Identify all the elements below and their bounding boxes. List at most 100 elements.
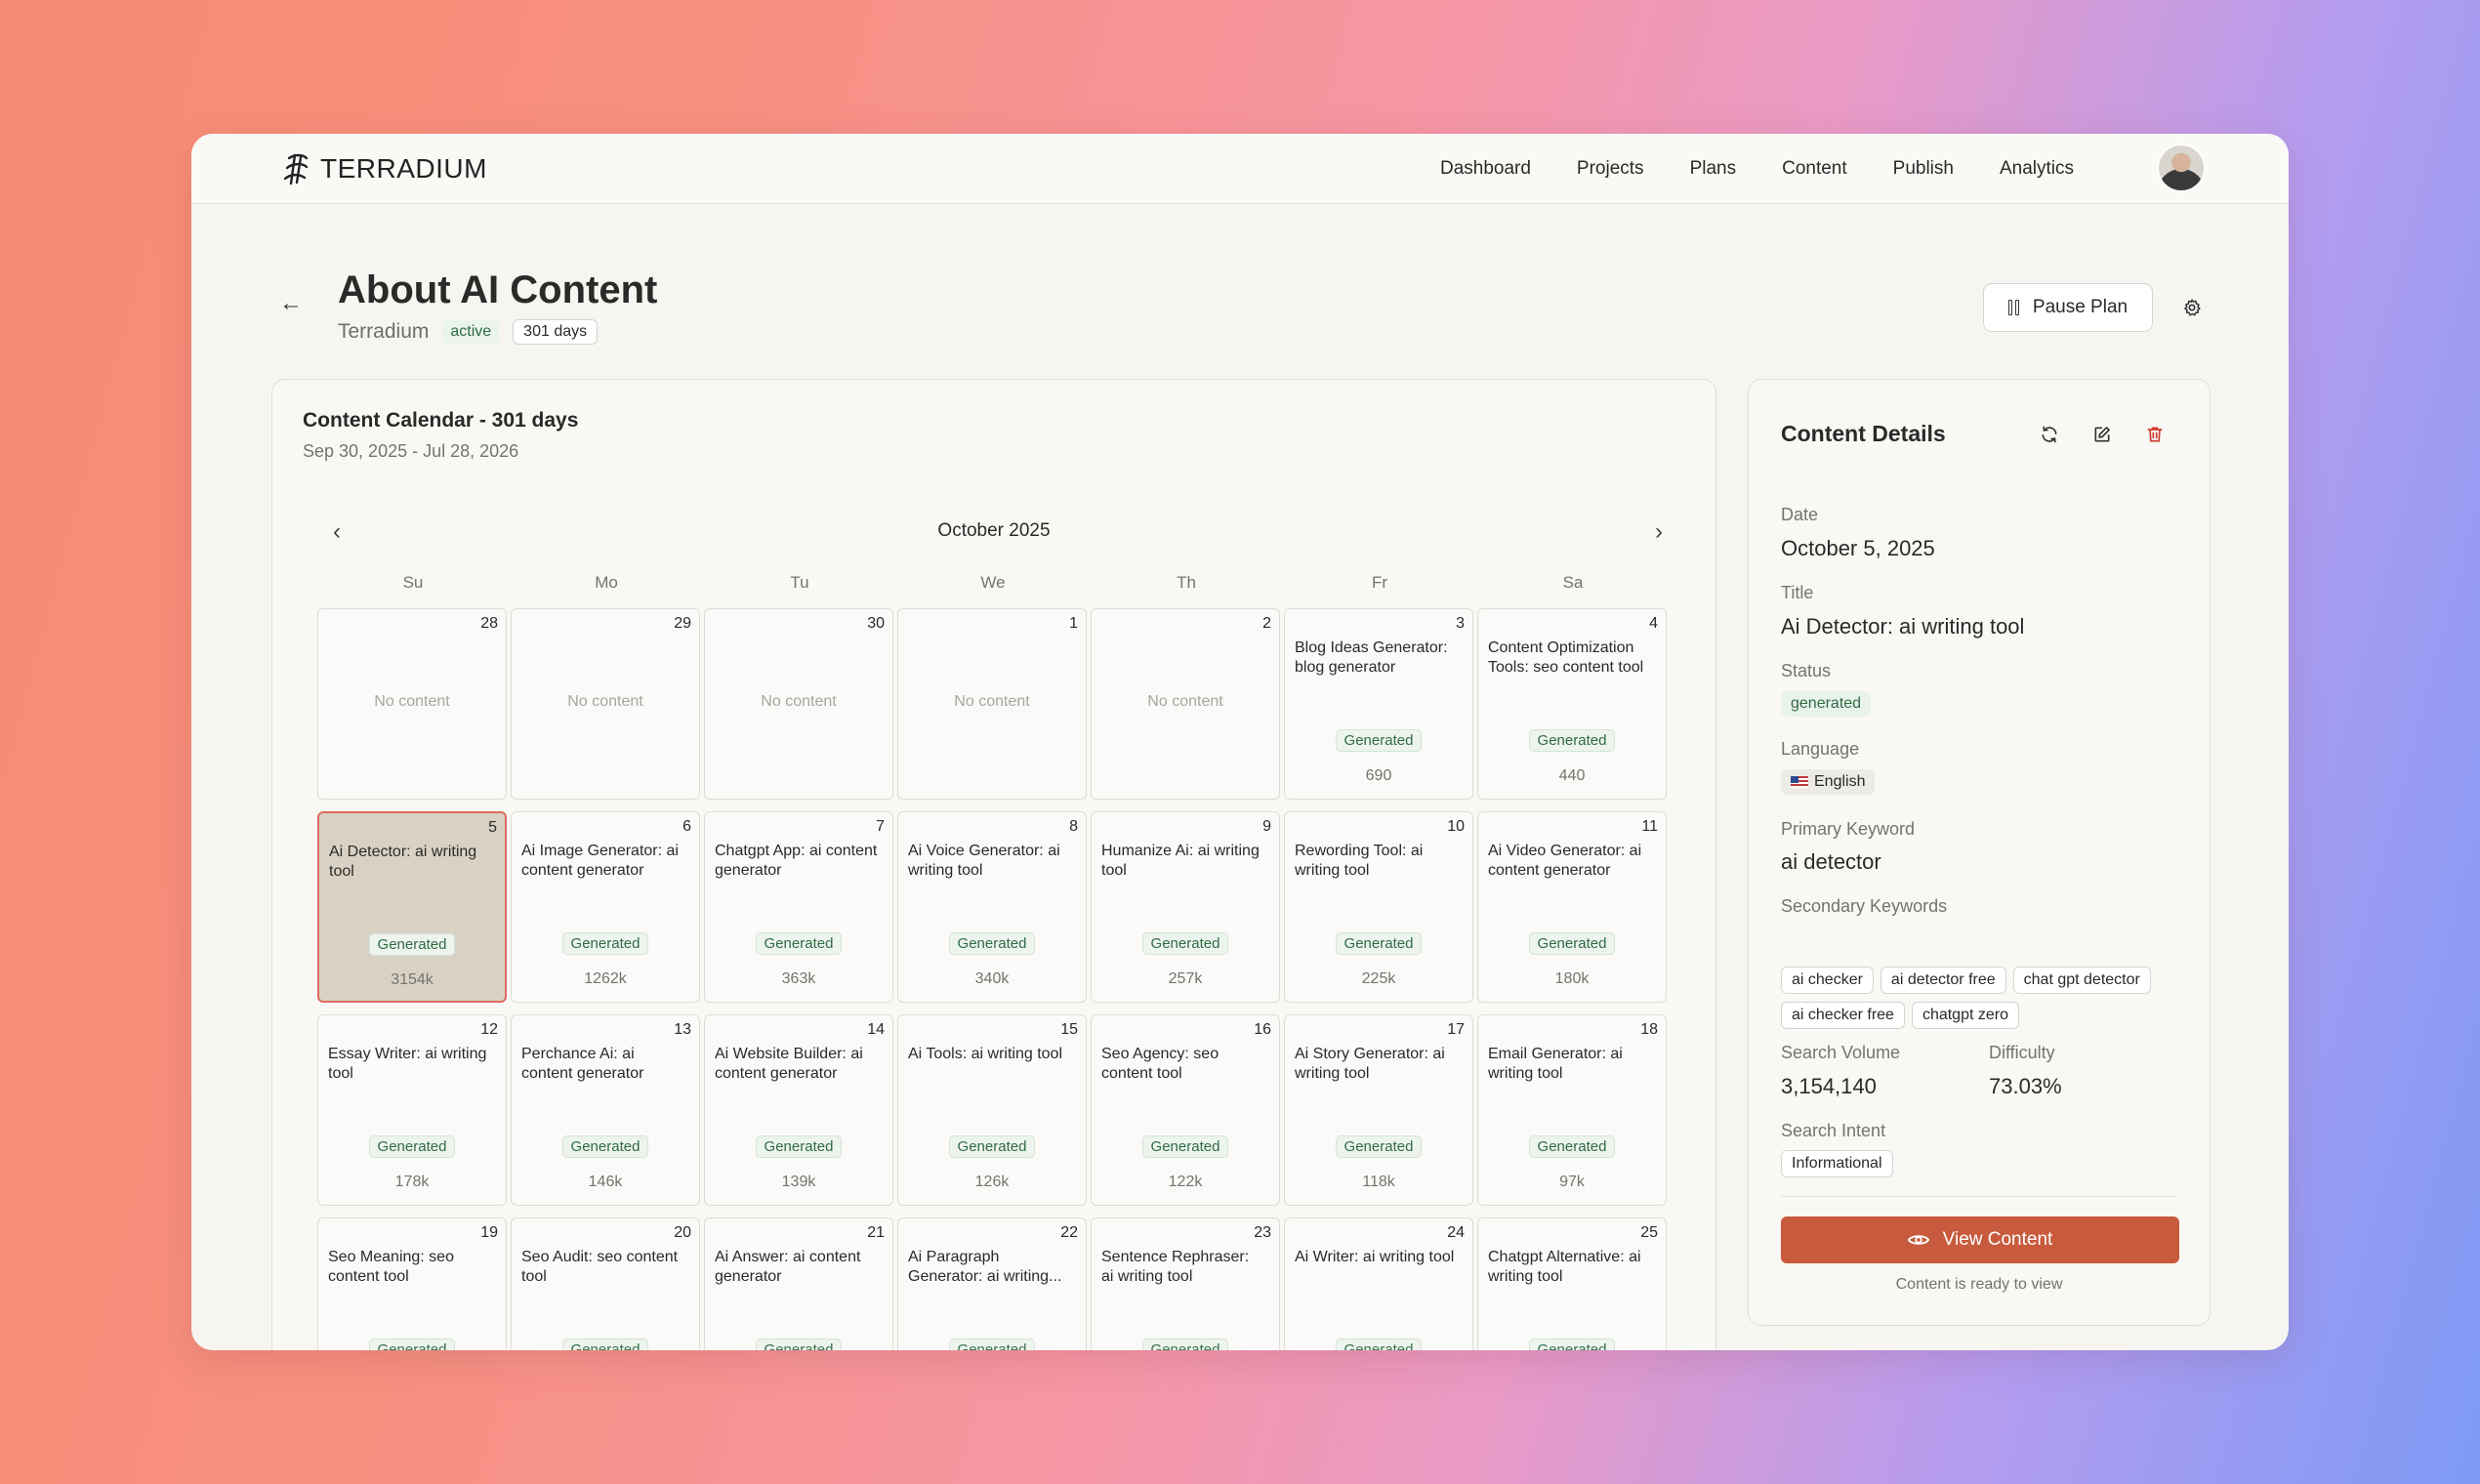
day-number: 16 xyxy=(1254,1021,1271,1038)
day-status-badge: Generated xyxy=(1528,1135,1616,1158)
day-search-volume: 139k xyxy=(781,1174,816,1190)
delete-button[interactable] xyxy=(2139,419,2170,450)
nav-plans[interactable]: Plans xyxy=(1689,158,1737,179)
day-status-badge: Generated xyxy=(561,1339,649,1350)
status-value-badge: generated xyxy=(1781,691,1872,717)
day-content-title: Seo Agency: seo content tool xyxy=(1101,1046,1219,1082)
user-avatar[interactable] xyxy=(2157,144,2206,192)
day-content-title: Ai Video Generator: ai content generator xyxy=(1488,843,1642,879)
calendar-day-cell[interactable]: 12 Essay Writer: ai writing tool Generated… xyxy=(317,1014,507,1206)
calendar-day-cell[interactable]: 28 No content xyxy=(317,608,507,800)
day-status-badge-wrap: Generated xyxy=(705,1135,892,1158)
calendar-day-cell[interactable]: 13 Perchance Ai: ai content generator Gene… xyxy=(511,1014,700,1206)
calendar-day-cell[interactable]: 14 Ai Website Builder: ai content generat… xyxy=(704,1014,893,1206)
day-status-badge-wrap: Generated xyxy=(1478,932,1666,955)
brand-name: TERRADIUM xyxy=(320,153,487,184)
primary-keyword-value: ai detector xyxy=(1781,849,1881,874)
brand-logo[interactable]: TERRADIUM xyxy=(281,147,487,190)
nav-content[interactable]: Content xyxy=(1782,158,1847,179)
prev-month-chevron-icon[interactable]: ‹ xyxy=(333,518,341,545)
search-intent-badge: Informational xyxy=(1781,1150,1893,1177)
search-intent-label: Search Intent xyxy=(1781,1121,1886,1140)
weekday-header: Su Mo Tu We Th Fr Sa xyxy=(316,573,1670,593)
nav-analytics[interactable]: Analytics xyxy=(1999,158,2074,179)
day-status-badge-wrap: Generated xyxy=(898,1135,1086,1158)
day-number: 20 xyxy=(674,1224,691,1241)
calendar-day-cell[interactable]: 2 No content xyxy=(1091,608,1280,800)
calendar-day-cell[interactable]: 24 Ai Writer: ai writing tool Generated xyxy=(1284,1217,1473,1350)
calendar-day-cell[interactable]: 20 Seo Audit: seo content tool Generated xyxy=(511,1217,700,1350)
weekday-label: Th xyxy=(1177,573,1196,592)
day-search-volume: 257k xyxy=(1168,970,1203,987)
nav-projects[interactable]: Projects xyxy=(1576,158,1644,179)
day-status-badge: Generated xyxy=(368,1135,456,1158)
day-content-title: Ai Voice Generator: ai writing tool xyxy=(908,843,1060,879)
day-empty-label: No content xyxy=(1147,693,1223,710)
day-status-badge: Generated xyxy=(368,1339,456,1350)
day-status-badge: Generated xyxy=(1528,932,1616,955)
day-number: 28 xyxy=(480,615,498,632)
nav-publish[interactable]: Publish xyxy=(1892,158,1954,179)
calendar-day-cell[interactable]: 19 Seo Meaning: seo content tool Generated xyxy=(317,1217,507,1350)
settings-button[interactable] xyxy=(2172,288,2211,327)
calendar-day-cell[interactable]: 8 Ai Voice Generator: ai writing tool Gene… xyxy=(897,811,1087,1003)
day-status-badge: Generated xyxy=(1335,1339,1423,1350)
regenerate-button[interactable] xyxy=(2034,419,2065,450)
nav-links: Dashboard Projects Plans Content Publish… xyxy=(1440,134,2074,204)
calendar-day-cell[interactable]: 16 Seo Agency: seo content tool Generated 1… xyxy=(1091,1014,1280,1206)
day-status-badge: Generated xyxy=(755,932,843,955)
next-month-chevron-icon[interactable]: › xyxy=(1655,518,1663,545)
day-status-badge: Generated xyxy=(561,1135,649,1158)
calendar-day-cell[interactable]: 15 Ai Tools: ai writing tool Generated 126k xyxy=(897,1014,1087,1206)
pause-plan-button[interactable]: Pause Plan xyxy=(1983,283,2153,332)
content-calendar-card: Content Calendar - 301 days Sep 30, 2025… xyxy=(271,379,1716,1350)
day-status-badge: Generated xyxy=(755,1135,843,1158)
calendar-day-cell[interactable]: 21 Ai Answer: ai content generator Generat… xyxy=(704,1217,893,1350)
calendar-day-cell[interactable]: 4 Content Optimization Tools: seo content… xyxy=(1477,608,1667,800)
calendar-day-cell[interactable]: 7 Chatgpt App: ai content generator Genera… xyxy=(704,811,893,1003)
calendar-day-cell[interactable]: 1 No content xyxy=(897,608,1087,800)
nav-dashboard[interactable]: Dashboard xyxy=(1439,158,1531,179)
day-search-volume: 118k xyxy=(1362,1174,1395,1190)
day-number: 18 xyxy=(1640,1021,1658,1038)
calendar-day-cell[interactable]: 29 No content xyxy=(511,608,700,800)
content-details-card: Content Details Date October 5 xyxy=(1748,379,2211,1326)
calendar-day-cell[interactable]: 6 Ai Image Generator: ai content generato… xyxy=(511,811,700,1003)
calendar-day-cell[interactable]: 22 Ai Paragraph Generator: ai writing... G… xyxy=(897,1217,1087,1350)
day-status-badge-wrap: Generated xyxy=(1285,729,1472,752)
day-number: 23 xyxy=(1254,1224,1271,1241)
calendar-day-cell[interactable]: 17 Ai Story Generator: ai writing tool Gen… xyxy=(1284,1014,1473,1206)
calendar-day-cell[interactable]: 5 Ai Detector: ai writing tool Generated 31… xyxy=(317,811,507,1003)
day-status-badge-wrap: Generated xyxy=(1092,1339,1279,1350)
calendar-day-cell[interactable]: 10 Rewording Tool: ai writing tool Generat… xyxy=(1284,811,1473,1003)
day-status-badge: Generated xyxy=(1335,1135,1423,1158)
day-status-badge: Generated xyxy=(1528,729,1616,752)
secondary-keyword-tag: ai detector free xyxy=(1880,967,2006,994)
day-status-badge-wrap: Generated xyxy=(705,1339,892,1350)
edit-button[interactable] xyxy=(2087,419,2118,450)
day-number: 25 xyxy=(1640,1224,1658,1241)
day-number: 29 xyxy=(674,615,691,632)
calendar-day-cell[interactable]: 11 Ai Video Generator: ai content generat… xyxy=(1477,811,1667,1003)
calendar-day-cell[interactable]: 9 Humanize Ai: ai writing tool Generated 25… xyxy=(1091,811,1280,1003)
calendar-day-cell[interactable]: 3 Blog Ideas Generator: blog generator Gen… xyxy=(1284,608,1473,800)
day-status-badge: Generated xyxy=(948,932,1036,955)
day-number: 15 xyxy=(1060,1021,1078,1038)
calendar-day-cell[interactable]: 30 No content xyxy=(704,608,893,800)
calendar-day-cell[interactable]: 25 Chatgpt Alternative: ai writing tool Ge… xyxy=(1477,1217,1667,1350)
day-search-volume: 363k xyxy=(781,970,816,987)
calendar-title: Content Calendar - 301 days xyxy=(303,409,579,432)
calendar-day-cell[interactable]: 23 Sentence Rephraser: ai writing tool Gen… xyxy=(1091,1217,1280,1350)
status-label: Status xyxy=(1781,661,1832,680)
view-content-button[interactable]: View Content xyxy=(1781,1216,2179,1263)
day-number: 2 xyxy=(1262,615,1271,632)
day-status-badge-wrap: Generated xyxy=(1285,932,1472,955)
calendar-month: October 2025 xyxy=(937,520,1051,541)
back-arrow-icon[interactable]: ← xyxy=(279,290,303,316)
day-number: 5 xyxy=(488,819,497,836)
calendar-day-cell[interactable]: 18 Email Generator: ai writing tool Genera… xyxy=(1477,1014,1667,1206)
day-content-title: Sentence Rephraser: ai writing tool xyxy=(1101,1249,1250,1285)
search-volume-value: 3,154,140 xyxy=(1781,1074,1877,1098)
eye-icon xyxy=(1907,1235,1929,1245)
secondary-keyword-tag: ai checker xyxy=(1781,967,1874,994)
